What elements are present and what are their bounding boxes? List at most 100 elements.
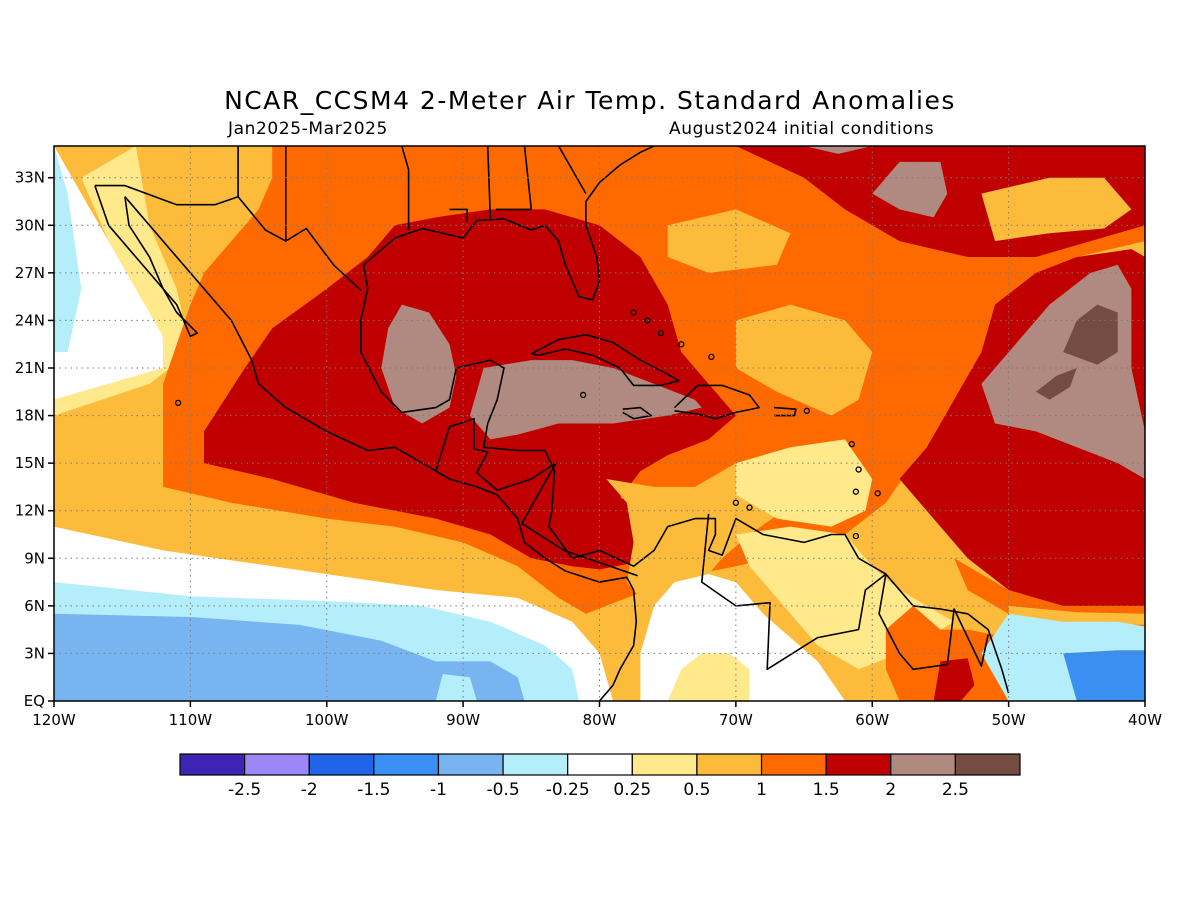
tick-label-lat: 3N <box>24 644 45 662</box>
tick-label-lon: 80W <box>583 711 617 729</box>
colorbar-label: 0.5 <box>683 780 710 800</box>
coastlines <box>94 146 1010 701</box>
island-virgin <box>803 407 810 414</box>
tick-label-lat: 33N <box>15 169 45 187</box>
tick-label-lon: 110W <box>169 711 213 729</box>
island-bahamas-2 <box>644 317 651 324</box>
coast-puerto-rico <box>774 406 797 417</box>
coast-texas-florida <box>362 146 655 301</box>
colorbar: -2.5 -2 -1.5 -1 -0.5 -0.25 0.25 0.5 1 1.5 2 2.5 <box>179 753 1021 800</box>
coast-cuba <box>530 333 680 387</box>
anomaly-shading <box>54 146 1145 701</box>
gridlines <box>54 146 1145 701</box>
tick-label-lon: 60W <box>855 711 889 729</box>
island-trinidad <box>852 532 860 540</box>
tick-label-lat: 18N <box>15 407 45 425</box>
tick-label-lat: 15N <box>15 454 45 472</box>
shade-blue-atlantic <box>1063 650 1145 701</box>
shade-brown-atlantic-1 <box>1063 304 1118 365</box>
border-us-states-4 <box>449 208 469 223</box>
tick-label-lon: 40W <box>1128 711 1162 729</box>
colorbar-label: -2.5 <box>228 780 261 800</box>
tick-label-lon: 50W <box>992 711 1026 729</box>
shade-gold-mexico-nw <box>176 146 273 289</box>
border-us-states-8 <box>557 146 587 194</box>
shade-taupe-north <box>872 161 948 218</box>
shade-orange-guiana <box>885 605 1023 701</box>
coast-gulf <box>359 288 1010 694</box>
shade-pale-coast <box>54 146 191 416</box>
colorbar-swatch <box>825 753 892 776</box>
border-central-america <box>435 417 638 577</box>
tick-label-lat: EQ <box>24 692 45 710</box>
colorbar-label: 0.25 <box>613 780 651 800</box>
tick-label-lat: 27N <box>15 264 45 282</box>
island-bahamas-1 <box>630 309 637 316</box>
colorbar-swatch <box>760 753 827 776</box>
shade-taupe-caribbean <box>469 360 702 440</box>
coast-jamaica <box>622 406 653 420</box>
tick-label-lon: 70W <box>719 711 753 729</box>
shade-brown-atlantic-2 <box>1035 368 1077 400</box>
tick-label-lat: 6N <box>24 597 45 615</box>
island-antilles-4 <box>874 490 881 497</box>
shade-gold-mid <box>735 304 873 416</box>
tick-label-lon: 120W <box>32 711 76 729</box>
border-us-states-3 <box>401 146 410 230</box>
forecast-period: Jan2025-Mar2025 <box>228 119 388 139</box>
colorbar-label: -0.25 <box>546 780 590 800</box>
colorbar-swatch <box>308 753 375 776</box>
shade-red-guiana <box>933 658 975 701</box>
colorbar-label: 2.5 <box>942 780 969 800</box>
island-revillagigedo <box>174 399 182 407</box>
tick-label-lat: 21N <box>15 359 45 377</box>
colorbar-swatch <box>502 753 569 776</box>
colorbar-swatch <box>954 753 1021 776</box>
tick-label-lat: 12N <box>15 502 45 520</box>
colorbar-label: -0.5 <box>486 780 519 800</box>
shade-red-mexico-gulf <box>204 209 736 570</box>
island-bahamas-3 <box>657 329 665 337</box>
colorbar-swatch <box>631 753 698 776</box>
coast-mexico-west <box>124 196 635 591</box>
border-us-mexico <box>94 184 362 291</box>
island-turks <box>708 353 715 361</box>
shade-pale-caribbean <box>735 439 873 527</box>
shade-white-nw <box>54 146 164 400</box>
colorbar-swatch <box>179 753 246 776</box>
shade-orange-atlantic-s <box>954 558 1145 630</box>
island-antilles-2 <box>855 466 862 473</box>
axis-ticks: 120W 110W 100W 90W 80W 70W 60W 50W 40W EQ 3N 6N 9N 12… <box>15 169 1162 729</box>
shade-taupe-gulf <box>381 304 457 424</box>
island-bahamas-4 <box>678 341 685 348</box>
island-antilles-3 <box>852 488 860 495</box>
shade-pale-colombia <box>667 653 750 701</box>
tick-label-lat: 9N <box>24 549 45 567</box>
shade-taupe-north-2 <box>804 146 873 154</box>
tick-label-lon: 100W <box>305 711 349 729</box>
colorbar-swatch <box>373 753 440 776</box>
colorbar-label: -1.5 <box>357 780 390 800</box>
colorbar-label: -1 <box>430 780 447 800</box>
colorbar-swatch <box>437 753 504 776</box>
colorbar-label: -2 <box>301 780 318 800</box>
colorbar-swatch <box>696 753 763 776</box>
tick-label-lon: 90W <box>446 711 480 729</box>
initial-conditions-label: August2024 initial conditions <box>669 119 935 139</box>
island-cayman <box>579 391 587 399</box>
chart-title: NCAR_CCSM4 2-Meter Air Temp. Standard An… <box>224 86 956 115</box>
colorbar-swatch <box>244 753 310 776</box>
colorbar-swatch <box>567 753 633 776</box>
tick-label-lat: 30N <box>15 216 45 234</box>
colorbar-label: 1 <box>756 780 767 800</box>
shade-lightblue-galapagos <box>435 674 477 701</box>
tick-label-lat: 24N <box>15 311 45 329</box>
shade-lightblue-nw <box>54 146 82 353</box>
island-aruba <box>732 499 740 506</box>
border-south-america <box>700 513 989 671</box>
island-antilles-1 <box>848 440 855 448</box>
colorbar-swatch <box>890 753 956 776</box>
island-curacao <box>746 504 753 511</box>
coast-colombia-pacific <box>598 589 638 701</box>
